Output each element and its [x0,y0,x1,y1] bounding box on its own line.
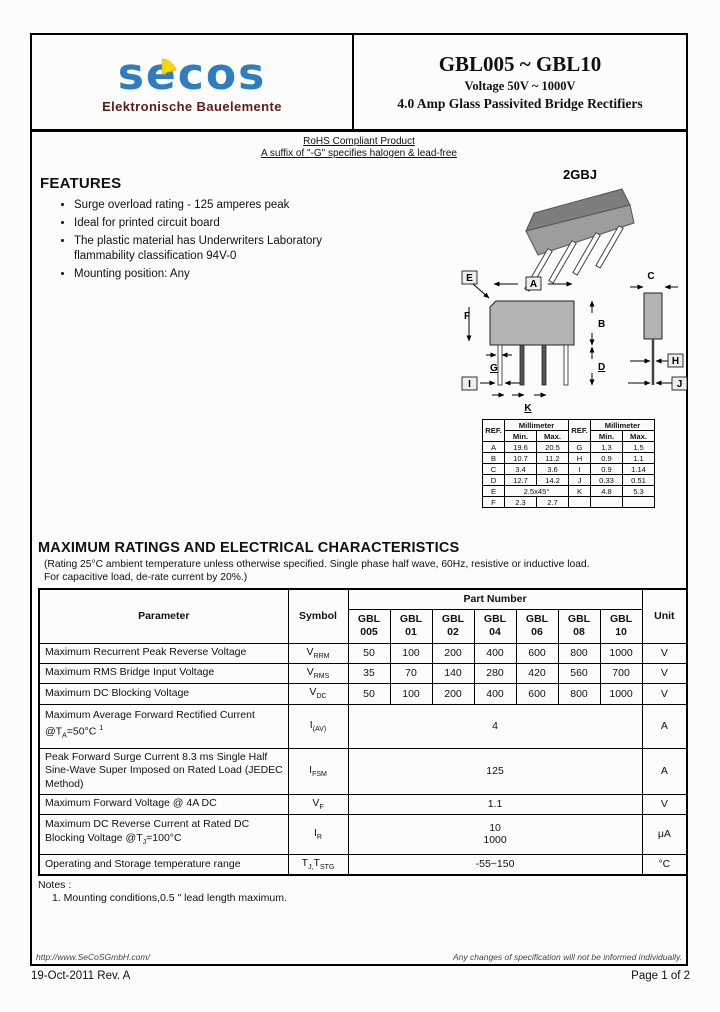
svg-text:C: C [647,271,654,282]
dim-ref-header: REF. [482,419,505,442]
dim-mm-header: Millimeter [504,419,569,431]
rohs-line1: RoHS Compliant Product [303,136,415,147]
ratings-header-row: Parameter Symbol Part Number Unit [38,588,688,644]
dim-min-header: Min. [590,430,623,442]
description-line: 4.0 Amp Glass Passivited Bridge Rectifie… [397,96,643,111]
col-symbol: Symbol [287,588,349,644]
feature-item: Surge overload rating - 125 amperes peak [74,198,370,213]
feature-item: Ideal for printed circuit board [74,216,370,231]
ratings-section: MAXIMUM RATINGS AND ELECTRICAL CHARACTER… [38,540,689,904]
footer-url: http://www.SeCoSGmbH.com/ [36,952,150,962]
package-drawing-icon: 2GBJ A [461,167,688,414]
svg-text:H: H [672,356,679,367]
notes-label: Notes : [38,879,72,891]
secos-logo-icon: secos [118,51,267,100]
svg-text:D: D [598,362,605,373]
package-name-label: 2GBJ [563,167,597,182]
package-side-view: C H J [628,271,688,391]
svg-text:F: F [464,311,470,322]
features-section: FEATURES Surge overload rating - 125 amp… [40,175,370,285]
table-row: Maximum Recurrent Peak Reverse Voltage V… [38,642,688,664]
features-title: FEATURES [40,175,122,192]
svg-text:G: G [490,363,498,374]
dim-max-header: Max. [536,430,569,442]
table-row: Maximum DC Reverse Current at Rated DC B… [38,813,688,855]
dim-ref-header: REF. [568,419,591,442]
features-list: Surge overload rating - 125 amperes peak… [74,198,370,282]
svg-text:I: I [468,379,471,390]
package-diagram: 2GBJ A [460,165,692,420]
svg-text:K: K [524,403,532,414]
svg-text:B: B [598,319,605,330]
svg-text:A: A [530,279,537,290]
table-row: Peak Forward Surge Current 8.3 ms Single… [38,748,688,795]
dim-max-header: Max. [622,430,655,442]
rohs-strip: RoHS Compliant Product A suffix of "-G" … [32,136,686,160]
document-border: secos Elektronische Bauelemente GBL005 ~… [30,33,689,966]
brand-subtitle: Elektronische Bauelemente [102,98,282,114]
feature-item: Mounting position: Any [74,267,370,282]
dim-row: E 2.5x45° K 4.8 5.3 [482,485,655,497]
title-block: GBL005 ~ GBL10 Voltage 50V ~ 1000V 4.0 A… [354,35,686,129]
voltage-line: Voltage 50V ~ 1000V [464,79,576,93]
package-front-view: A E F [461,270,605,414]
ratings-table: Parameter Symbol Part Number Unit GBL 005… [38,588,689,876]
dim-row: D 12.7 14.2 J 0.33 0.51 [482,474,655,486]
footer-meta: 19-Oct-2011 Rev. A Page 1 of 2 [31,970,690,982]
feature-item: The plastic material has Underwriters La… [74,234,370,264]
footer-inner: http://www.SeCoSGmbH.com/ Any changes of… [36,952,682,962]
table-row: Maximum Forward Voltage @ 4A DC VF 1.1 V [38,793,688,815]
table-row: Maximum DC Blocking Voltage VDC 50 100 20… [38,682,688,705]
svg-text:J: J [677,379,683,390]
dim-row: F 2.3 2.7 [482,496,655,508]
part-number-row: GBL 005 GBL 01 GBL 02 GBL 04 GBL 06 GBL 08 GBL… [39,608,687,644]
date-revision: 19-Oct-2011 Rev. A [31,970,131,982]
brand-block: secos Elektronische Bauelemente [32,35,354,129]
page-number: Page 1 of 2 [631,970,690,982]
part-range-title: GBL005 ~ GBL10 [438,52,602,76]
rohs-line2: A suffix of "-G" specifies halogen & lea… [261,148,457,159]
package-3d-view [524,188,635,292]
svg-text:E: E [466,273,473,284]
dim-min-header: Min. [504,430,537,442]
dim-row: A 19.6 20.5 G 1.3 1.5 [482,441,655,453]
col-unit: Unit [641,588,688,644]
notes-block: Notes : 1. Mounting conditions,0.5 " lea… [38,879,686,904]
table-row: Maximum Average Forward Rectified Curren… [38,703,688,749]
col-parameter: Parameter [38,588,289,644]
col-part-number: Part Number [347,588,643,610]
dim-row: C 3.4 3.6 I 0.9 1.14 [482,463,655,475]
dim-row: B 10.7 11.2 H 0.9 1.1 [482,452,655,464]
footer-disclaimer: Any changes of specification will not be… [453,952,682,962]
table-row: Operating and Storage temperature range … [38,853,688,876]
dim-mm-header: Millimeter [590,419,655,431]
table-row: Maximum RMS Bridge Input Voltage VRMS 35… [38,663,688,684]
logo-yellow-wedge-icon [161,58,177,74]
brand-wordmark: secos [118,51,267,100]
ratings-title: MAXIMUM RATINGS AND ELECTRICAL CHARACTER… [38,540,460,556]
ratings-conditions: (Rating 25°C ambient temperature unless … [44,559,590,583]
note-item: 1. Mounting conditions,0.5 " lead length… [52,892,287,904]
dimension-table: REF. Millimeter REF. Millimeter Min. Max… [482,419,655,508]
header: secos Elektronische Bauelemente GBL005 ~… [32,35,686,132]
